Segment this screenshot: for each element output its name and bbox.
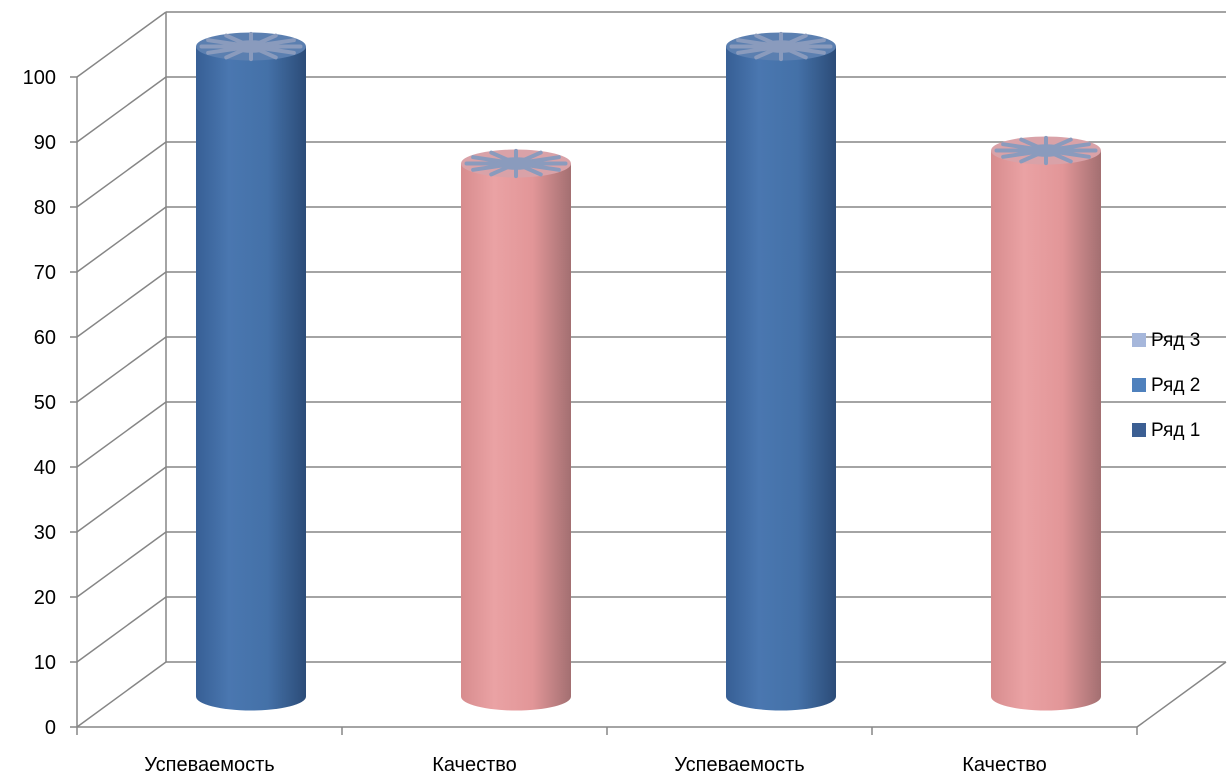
legend-label: Ряд 2 (1151, 375, 1200, 396)
legend: Ряд 3 Ряд 2 Ряд 1 (1132, 330, 1200, 441)
bar-top-center (496, 157, 536, 170)
gridline-side (76, 141, 167, 208)
x-tick-label: Качество (432, 754, 517, 776)
bar-body (991, 150, 1101, 711)
gridline-side (76, 401, 167, 468)
y-tick-label: 50 (34, 392, 56, 414)
y-axis: 0 10 20 30 40 50 60 70 80 90 100 (23, 67, 78, 739)
bars (196, 31, 1101, 711)
y-tick-label: 20 (34, 587, 56, 609)
x-tick-label: Качество (962, 754, 1047, 776)
y-tick-label: 60 (34, 327, 56, 349)
y-tick-label: 40 (34, 457, 56, 479)
bar (196, 31, 306, 711)
bar-top-center (1026, 144, 1066, 157)
gridline-side (76, 531, 167, 598)
y-tick-label: 10 (34, 652, 56, 674)
gridline-side (76, 596, 167, 663)
legend-label: Ряд 1 (1151, 420, 1200, 441)
legend-swatch (1132, 378, 1146, 392)
y-tick-label: 70 (34, 262, 56, 284)
x-axis: Успеваемость Качество Успеваемость Качество (76, 727, 1138, 776)
gridline-side (76, 11, 167, 78)
floor-right-edge (1136, 661, 1227, 728)
bar-top-center (231, 40, 271, 53)
bar-body (726, 46, 836, 711)
bar-body (461, 163, 571, 711)
x-tick-label: Успеваемость (144, 754, 274, 776)
y-tick-label: 30 (34, 522, 56, 544)
gridline-side (76, 336, 167, 403)
bar (461, 148, 571, 711)
legend-swatch (1132, 423, 1146, 437)
gridline-side (76, 206, 167, 273)
y-tick-label: 80 (34, 197, 56, 219)
y-tick-label: 90 (34, 132, 56, 154)
gridline-side (76, 661, 167, 728)
legend-label: Ряд 3 (1151, 330, 1200, 351)
gridline-side (76, 76, 167, 143)
legend-item: Ряд 1 (1132, 420, 1200, 441)
x-tick-label: Успеваемость (674, 754, 804, 776)
legend-swatch (1132, 333, 1146, 347)
bar (991, 135, 1101, 711)
y-tick-label: 100 (23, 67, 56, 89)
bar-body (196, 46, 306, 711)
y-tick-label: 0 (45, 717, 56, 739)
bar (726, 31, 836, 711)
bar-top-center (761, 40, 801, 53)
gridline-side (76, 466, 167, 533)
legend-item: Ряд 2 (1132, 375, 1200, 396)
gridline-side (76, 271, 167, 338)
legend-item: Ряд 3 (1132, 330, 1200, 351)
